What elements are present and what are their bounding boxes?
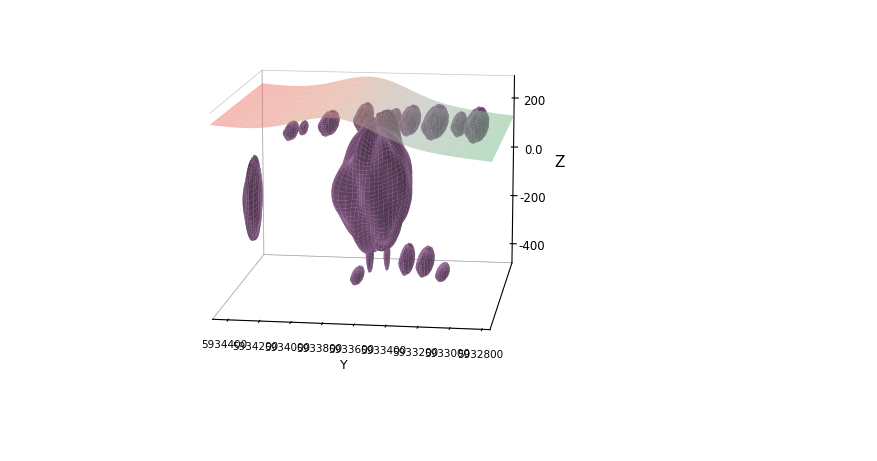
X-axis label: Y: Y <box>340 360 347 372</box>
